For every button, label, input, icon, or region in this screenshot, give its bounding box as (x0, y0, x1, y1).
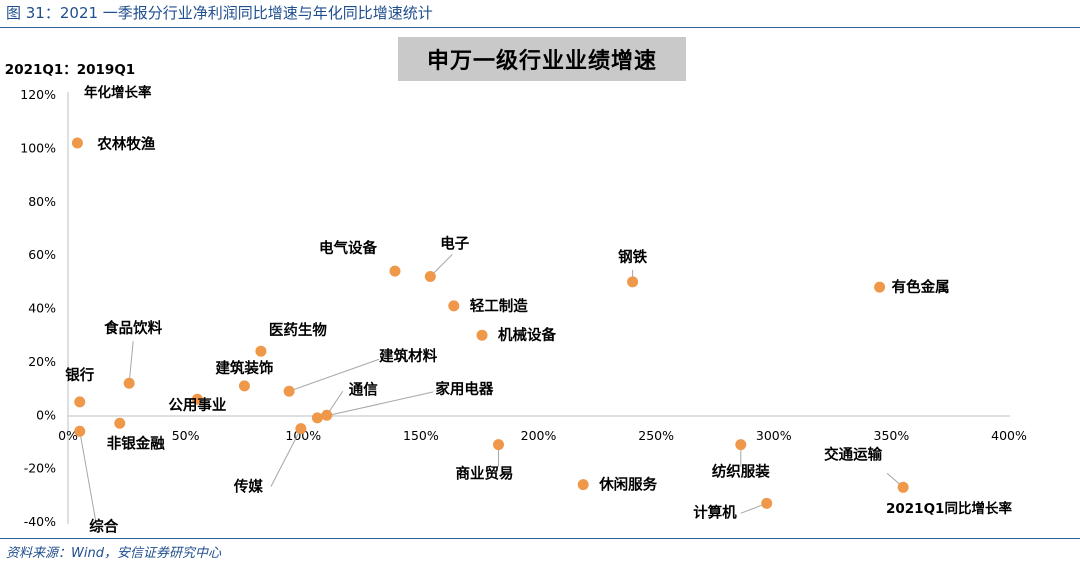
y-tick-label: -40% (24, 514, 56, 529)
x-tick-label: 400% (991, 428, 1027, 443)
data-point (493, 439, 505, 451)
y-tick-label: 40% (28, 301, 56, 316)
point-label: 钢铁 (618, 248, 647, 266)
data-point (114, 417, 126, 429)
data-point (255, 345, 267, 357)
leader-line (128, 341, 134, 384)
x-tick-label: 150% (403, 428, 439, 443)
data-point (295, 423, 307, 435)
point-label: 食品饮料 (104, 319, 162, 337)
point-label: 计算机 (693, 503, 737, 521)
chart-title: 申万一级行业业绩增速 (398, 37, 686, 81)
data-point (577, 479, 589, 491)
point-label: 电子 (440, 234, 469, 252)
data-point (476, 329, 488, 341)
point-label: 轻工制造 (470, 297, 528, 315)
point-label: 有色金属 (892, 278, 950, 296)
point-label: 商业贸易 (456, 465, 514, 483)
data-point (735, 439, 747, 451)
data-point (191, 393, 203, 405)
x-tick-label: 350% (874, 428, 910, 443)
point-label: 休闲服务 (598, 476, 657, 494)
y-axis-label-line1: 2021Q1：2019Q1 (5, 62, 135, 78)
point-label: 交通运输 (824, 445, 882, 463)
source-note: 资料来源：Wind，安信证券研究中心 (6, 546, 221, 561)
point-label: 机械设备 (498, 326, 556, 344)
bottom-rule (0, 538, 1080, 539)
x-tick-label: 0% (58, 428, 78, 443)
top-rule (0, 27, 1080, 28)
point-label: 通信 (349, 380, 378, 398)
x-tick-labels: 0% 50% 100% 150% 200% 250% 300% 350% 400% (58, 428, 1027, 443)
x-tick-label: 100% (285, 428, 321, 443)
y-tick-label: 60% (28, 247, 56, 262)
x-tick-label: 50% (172, 428, 200, 443)
data-point (311, 412, 323, 424)
y-tick-label: 80% (28, 194, 56, 209)
y-tick-label: 0% (36, 407, 56, 422)
data-point (897, 481, 909, 493)
y-axis-label-line2: 年化增长率 (84, 84, 152, 101)
data-point (424, 270, 436, 282)
data-point (627, 276, 639, 288)
data-point (448, 300, 460, 312)
data-point (283, 385, 295, 397)
y-tick-label: -20% (24, 461, 56, 476)
point-label: 纺织服装 (712, 463, 770, 481)
point-label: 公用事业 (168, 396, 226, 414)
point-label: 非银金融 (107, 434, 165, 452)
data-point (123, 377, 135, 389)
data-point (71, 137, 83, 149)
data-point (761, 497, 773, 509)
scatter-chart: 120% 100% 80% 60% 40% 20% 0% -20% -40% 0% 50% 100%… (5, 62, 1027, 535)
point-label: 综合 (89, 517, 118, 535)
x-tick-label: 300% (756, 428, 792, 443)
x-axis-label: 2021Q1同比增长率 (886, 500, 1012, 517)
x-tick-label: 200% (521, 428, 557, 443)
y-tick-label: 20% (28, 354, 56, 369)
point-label: 建筑材料 (379, 347, 437, 365)
point-label: 银行 (65, 366, 94, 384)
x-tick-label: 250% (638, 428, 674, 443)
leader-line (317, 391, 434, 419)
data-point (74, 425, 86, 437)
data-point (238, 380, 250, 392)
point-label: 农林牧渔 (96, 135, 155, 153)
point-label: 电气设备 (319, 239, 377, 257)
data-point (74, 396, 86, 408)
data-points (71, 137, 909, 509)
data-point (874, 281, 886, 293)
figure-caption: 图 31：2021 一季报分行业净利润同比增速与年化同比增速统计 (6, 4, 433, 22)
y-tick-labels: 120% 100% 80% 60% 40% 20% 0% -20% -40% (20, 87, 56, 529)
leader-line (79, 431, 97, 522)
data-point (321, 409, 333, 421)
leader-line (288, 358, 380, 392)
leader-line (270, 428, 302, 487)
point-label: 传媒 (233, 478, 263, 496)
point-label: 医药生物 (269, 321, 327, 339)
point-label: 建筑装饰 (215, 359, 273, 377)
data-point (389, 265, 401, 277)
point-label: 家用电器 (435, 380, 493, 398)
y-tick-label: 120% (20, 87, 56, 102)
y-tick-label: 100% (20, 140, 56, 155)
